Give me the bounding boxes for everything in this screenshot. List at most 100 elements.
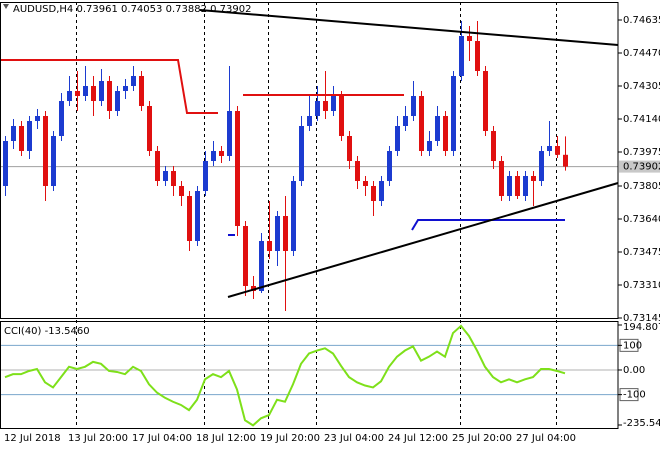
downtrend-line [199,9,619,46]
candle-body [11,126,16,141]
last-price-label: 0.73902 [623,162,660,173]
y-tick-label: 0.74305 [623,81,660,92]
candle-body [227,111,232,156]
candle-body [123,86,128,91]
y-tick-label: 0.73145 [623,313,660,324]
cci-last-value: -13.5460 [45,326,90,337]
y-tick-label: 0.00 [623,365,645,376]
candle-body [499,161,504,196]
uptrend-line [227,182,619,298]
candle-body [531,176,536,181]
separators [76,2,557,428]
candle-body [379,181,384,201]
y-tick-label: 0.73475 [623,247,660,258]
candle-body [475,41,480,71]
last-close: 0.73902 [210,4,251,15]
y-tick-label: 0.74635 [623,15,660,26]
candle-body [291,181,296,251]
candle-body [171,171,176,186]
candle-body [43,116,48,186]
x-tick-label: 27 Jul 04:00 [516,433,576,444]
candle-body [443,116,448,151]
cci-line [4,324,566,427]
candle-body [427,141,432,151]
candle-body [459,36,464,76]
symbol-icon [3,4,9,9]
last-low: 0.73882 [166,4,207,15]
drawings [0,9,619,298]
x-tick-label: 17 Jul 04:00 [132,433,192,444]
x-tick-label: 19 Jul 20:00 [260,433,320,444]
last-price-box [619,160,660,173]
candle-body [307,116,312,126]
x-tick-label: 23 Jul 04:00 [324,433,384,444]
candle-body [283,216,288,251]
y-tick-label: 100 [623,340,642,351]
candle-body [555,146,560,155]
candle-body [539,151,544,181]
candle-body [243,226,248,286]
candle-body [203,161,208,191]
candle-body [235,111,240,226]
cci-title: CCI(40) [4,326,42,337]
candle-body [347,136,352,161]
main-panel-frame [0,2,619,319]
candle-body [59,101,64,136]
x-tick-label: 12 Jul 2018 [4,433,61,444]
candle-body [251,286,256,291]
candle-body [91,86,96,101]
x-tick-label: 24 Jul 12:00 [388,433,448,444]
cci-panel-frame [0,321,619,429]
x-tick-label: 25 Jul 20:00 [452,433,512,444]
candle-body [315,101,320,116]
candle-body [467,36,472,41]
candle-body [403,116,408,126]
candle-body [27,121,32,151]
candle-body [3,141,8,186]
last-high: 0.74053 [121,4,162,15]
price-level-layer [0,166,618,396]
candle-body [387,151,392,181]
candle-body [179,186,184,196]
candle-body [211,151,216,161]
x-tick-label: 13 Jul 20:00 [68,433,128,444]
candle-body [363,181,368,186]
y-tick-label: 194.8079 [623,322,660,333]
candle-body [563,154,568,167]
candle-body [99,81,104,101]
candles [3,21,568,427]
last-open: 0.73961 [76,4,117,15]
candle-body [259,241,264,291]
y-tick-label: -235.5472 [623,418,660,429]
candle-body [219,151,224,156]
chart-header: AUDUSD,H4 0.73961 0.74053 0.73882 0.7390… [13,4,251,15]
candle-body [411,96,416,116]
candle-body [35,116,40,121]
resistance-step-line [0,59,218,114]
candle-body [515,176,520,196]
candle-body [83,86,88,96]
candle-body [371,186,376,201]
candle-body [195,191,200,241]
candle-body [395,126,400,151]
candle-body [187,196,192,241]
candle-body [131,76,136,86]
candle-body [75,91,80,96]
candle-body [155,151,160,181]
candle-body [275,216,280,251]
candle-body [67,91,72,101]
candle-body [139,76,144,106]
candle-body [331,96,336,111]
y-tick-label: -100 [623,390,646,401]
x-tick-label: 18 Jul 12:00 [196,433,256,444]
candle-body [419,96,424,151]
candle-body [115,91,120,111]
candle-body [491,131,496,161]
candle-body [435,116,440,141]
